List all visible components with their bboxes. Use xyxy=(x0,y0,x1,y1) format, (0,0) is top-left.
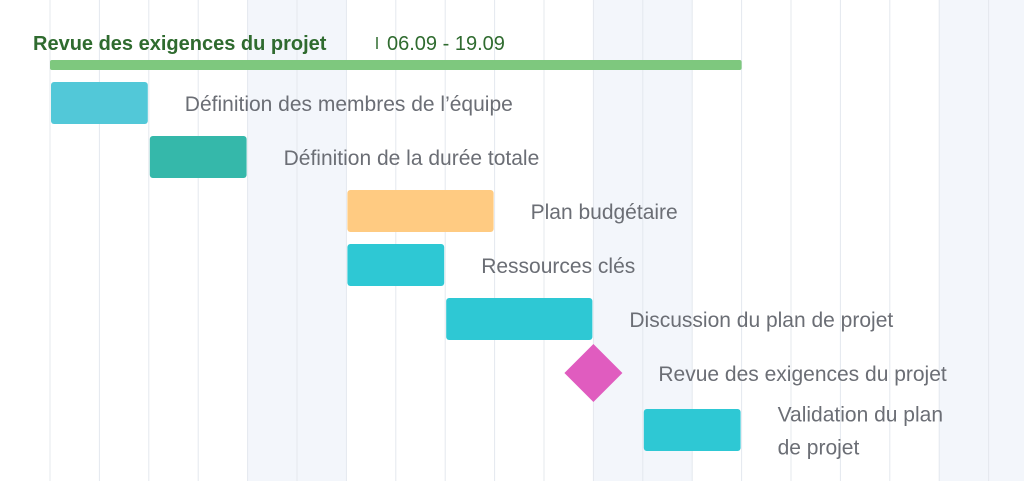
task-row-0: Définition des membres de l’équipe xyxy=(51,82,513,124)
task-label: Définition de la durée totale xyxy=(284,147,540,170)
task-label: Plan budgétaire xyxy=(531,201,678,224)
task-row-4: Discussion du plan de projet xyxy=(446,298,893,340)
summary-title: Revue des exigences du projet xyxy=(33,33,327,55)
task-label: Discussion du plan de projet xyxy=(629,309,893,332)
summary-task: Revue des exigences du projet 06.09 - 19… xyxy=(33,33,742,70)
task-bar[interactable] xyxy=(149,136,247,178)
task-bar[interactable] xyxy=(446,298,593,340)
task-row-5: Revue des exigences du projet xyxy=(564,344,947,402)
task-row-3: Ressources clés xyxy=(347,244,635,286)
weekend-band-2 xyxy=(939,0,1024,481)
task-label: Validation du plan xyxy=(778,404,943,427)
task-label: Définition des membres de l’équipe xyxy=(185,93,513,116)
task-bar[interactable] xyxy=(51,82,148,124)
summary-bar[interactable] xyxy=(50,60,742,70)
task-label: de projet xyxy=(778,437,860,460)
summary-dates: 06.09 - 19.09 xyxy=(387,33,505,55)
milestone-diamond[interactable] xyxy=(564,344,623,402)
task-bar[interactable] xyxy=(643,409,741,451)
task-label: Ressources clés xyxy=(481,255,635,278)
task-row-1: Définition de la durée totale xyxy=(149,136,540,178)
task-row-2: Plan budgétaire xyxy=(347,190,678,232)
task-label: Revue des exigences du projet xyxy=(658,363,947,386)
task-rows: Définition des membres de l’équipe Défini… xyxy=(51,82,947,460)
task-row-6: Validation du plan de projet xyxy=(643,404,943,460)
day-gridlines xyxy=(49,0,990,481)
task-bar[interactable] xyxy=(347,190,494,232)
task-bar[interactable] xyxy=(347,244,445,286)
